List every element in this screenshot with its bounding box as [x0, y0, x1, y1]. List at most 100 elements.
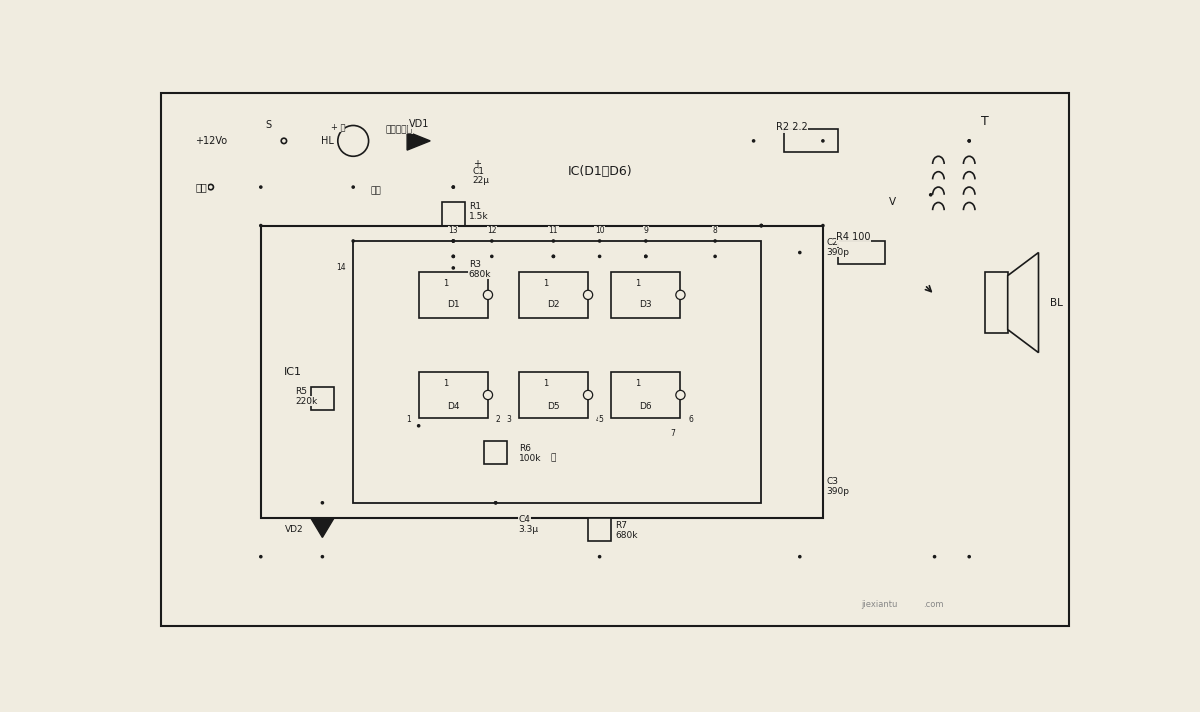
Text: R7: R7	[616, 521, 628, 530]
Bar	[518, 272, 588, 318]
Circle shape	[494, 502, 497, 504]
Text: D5: D5	[547, 402, 559, 411]
Circle shape	[452, 256, 455, 258]
Text: 2: 2	[496, 415, 500, 424]
Bar	[588, 518, 611, 541]
Bar	[260, 226, 823, 518]
Circle shape	[494, 502, 497, 504]
Bar	[611, 372, 680, 418]
Bar	[785, 130, 839, 152]
Text: HL: HL	[322, 136, 334, 146]
Circle shape	[714, 256, 716, 258]
Circle shape	[799, 555, 800, 557]
Circle shape	[259, 224, 262, 226]
Circle shape	[644, 256, 647, 258]
Circle shape	[799, 251, 800, 253]
Text: .com: .com	[923, 600, 943, 609]
Text: 390p: 390p	[827, 487, 850, 496]
Circle shape	[322, 555, 324, 557]
Text: 10: 10	[595, 226, 605, 236]
Circle shape	[452, 267, 455, 269]
Text: 9: 9	[643, 226, 648, 236]
Circle shape	[599, 256, 601, 258]
Text: + 红: + 红	[330, 122, 346, 132]
Circle shape	[484, 390, 492, 399]
Text: 8: 8	[713, 226, 718, 236]
Circle shape	[583, 290, 593, 300]
Circle shape	[208, 184, 214, 190]
Circle shape	[552, 256, 554, 258]
Text: 6: 6	[688, 415, 694, 424]
Text: D2: D2	[547, 300, 559, 308]
Circle shape	[552, 256, 554, 258]
Text: R3: R3	[469, 260, 481, 268]
Text: 1.5k: 1.5k	[469, 212, 488, 221]
Text: 1: 1	[406, 415, 410, 424]
Text: 搭铁: 搭铁	[196, 182, 208, 192]
Text: +12Vo: +12Vo	[196, 136, 228, 146]
Circle shape	[676, 290, 685, 300]
Bar	[839, 241, 884, 264]
Circle shape	[322, 502, 324, 504]
Circle shape	[822, 140, 824, 142]
Text: 3.3μ: 3.3μ	[518, 525, 539, 534]
Circle shape	[484, 290, 492, 300]
Text: R6: R6	[518, 444, 530, 454]
Text: jiexiantu: jiexiantu	[862, 600, 898, 609]
Circle shape	[452, 256, 455, 258]
Circle shape	[760, 224, 762, 226]
Circle shape	[418, 424, 420, 427]
Text: 14: 14	[336, 263, 346, 273]
Circle shape	[552, 240, 554, 242]
Bar	[419, 272, 488, 318]
Text: 13: 13	[449, 226, 458, 236]
Bar	[611, 272, 680, 318]
Circle shape	[644, 256, 647, 258]
Circle shape	[281, 138, 287, 144]
Text: 、: 、	[551, 454, 556, 463]
Text: 4: 4	[595, 415, 601, 424]
Text: 倒车信号灯: 倒车信号灯	[386, 125, 413, 134]
Circle shape	[259, 186, 262, 188]
Polygon shape	[1008, 253, 1038, 352]
Bar	[353, 241, 761, 503]
Circle shape	[583, 390, 593, 399]
Text: 100k: 100k	[518, 454, 541, 463]
Text: C4: C4	[518, 515, 530, 524]
Text: R4 100: R4 100	[836, 232, 871, 242]
Text: IC(D1～D6): IC(D1～D6)	[568, 165, 632, 178]
Circle shape	[599, 240, 601, 242]
Circle shape	[968, 140, 971, 142]
Circle shape	[259, 555, 262, 557]
Circle shape	[644, 240, 647, 242]
Text: +: +	[473, 159, 480, 169]
Text: 680k: 680k	[469, 270, 491, 278]
Text: R1: R1	[469, 201, 481, 211]
Text: 22μ: 22μ	[473, 177, 490, 185]
Text: BL: BL	[1050, 298, 1063, 308]
Text: C1: C1	[473, 167, 485, 176]
Text: VD1: VD1	[408, 119, 428, 129]
Text: R2 2.2: R2 2.2	[776, 122, 808, 132]
Text: IC1: IC1	[284, 367, 302, 377]
Text: 1: 1	[443, 379, 449, 388]
Bar	[484, 441, 508, 464]
Text: －黑: －黑	[371, 187, 382, 195]
Circle shape	[968, 555, 971, 557]
Text: C2: C2	[827, 238, 839, 247]
Circle shape	[934, 555, 936, 557]
Text: 1: 1	[544, 279, 548, 288]
Circle shape	[452, 186, 455, 188]
Circle shape	[760, 224, 762, 226]
Bar	[518, 372, 588, 418]
Circle shape	[599, 555, 601, 557]
Circle shape	[491, 240, 493, 242]
Text: C3: C3	[827, 478, 839, 486]
Circle shape	[760, 224, 762, 226]
Circle shape	[452, 186, 455, 188]
Text: 11: 11	[548, 226, 558, 236]
Bar	[419, 372, 488, 418]
Text: 1: 1	[443, 279, 449, 288]
Circle shape	[452, 240, 455, 242]
Circle shape	[208, 138, 214, 144]
